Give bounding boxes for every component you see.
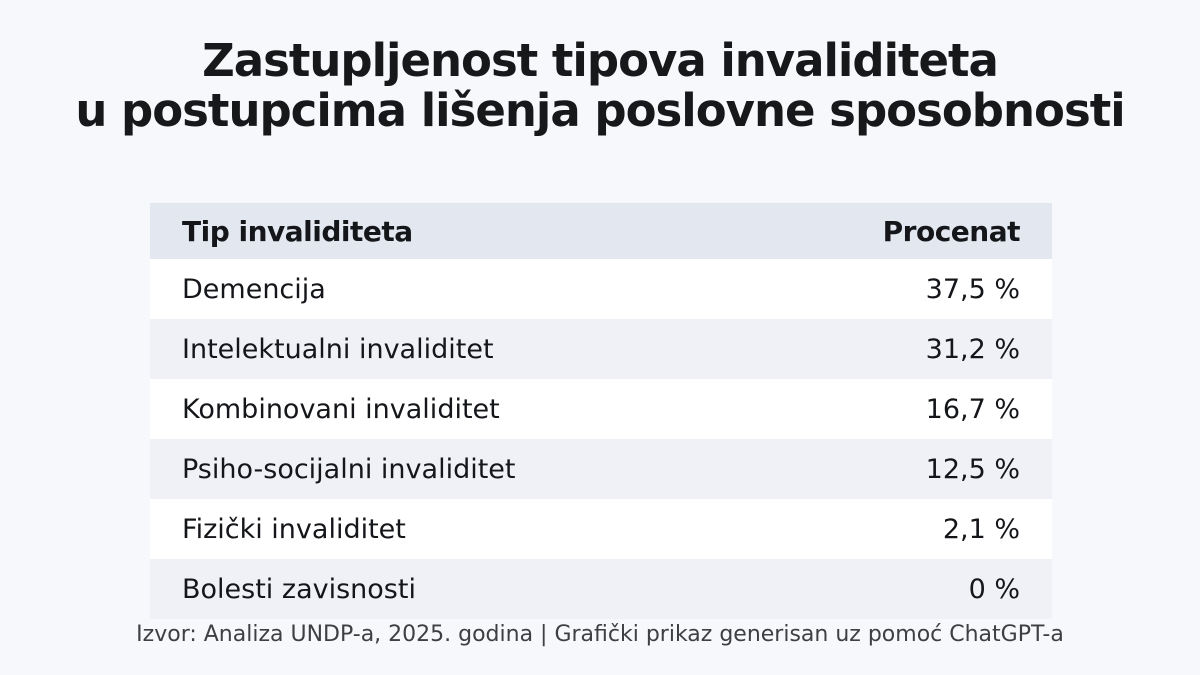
disability-type-cell: Bolesti zavisnosti <box>182 573 416 605</box>
percent-cell: 2,1 % <box>942 513 1020 545</box>
percent-cell: 0 % <box>968 573 1020 605</box>
header-disability-type: Tip invaliditeta <box>182 214 413 248</box>
percent-cell: 31,2 % <box>925 333 1020 365</box>
percent-cell: 16,7 % <box>925 393 1020 425</box>
title-line-2: u postupcima lišenja poslovne sposobnost… <box>75 84 1125 137</box>
source-caption: Izvor: Analiza UNDP-a, 2025. godina | Gr… <box>136 622 1064 647</box>
percent-cell: 12,5 % <box>925 453 1020 485</box>
disability-types-table: Tip invaliditeta Procenat Demencija 37,5… <box>150 203 1052 619</box>
table-row: Fizički invaliditet 2,1 % <box>150 499 1052 559</box>
page-title: Zastupljenost tipova invaliditeta u post… <box>0 36 1200 136</box>
disability-type-cell: Kombinovani invaliditet <box>182 393 500 425</box>
disability-type-cell: Intelektualni invaliditet <box>182 333 494 365</box>
table-header-row: Tip invaliditeta Procenat <box>150 203 1052 259</box>
table-row: Bolesti zavisnosti 0 % <box>150 559 1052 619</box>
title-line-1: Zastupljenost tipova invaliditeta <box>202 34 999 87</box>
disability-type-cell: Fizički invaliditet <box>182 513 406 545</box>
disability-type-cell: Demencija <box>182 273 326 305</box>
table-row: Psiho-socijalni invaliditet 12,5 % <box>150 439 1052 499</box>
disability-type-cell: Psiho-socijalni invaliditet <box>182 453 516 485</box>
percent-cell: 37,5 % <box>925 273 1020 305</box>
table-row: Demencija 37,5 % <box>150 259 1052 319</box>
header-percent: Procenat <box>882 214 1021 248</box>
table-row: Kombinovani invaliditet 16,7 % <box>150 379 1052 439</box>
table-row: Intelektualni invaliditet 31,2 % <box>150 319 1052 379</box>
